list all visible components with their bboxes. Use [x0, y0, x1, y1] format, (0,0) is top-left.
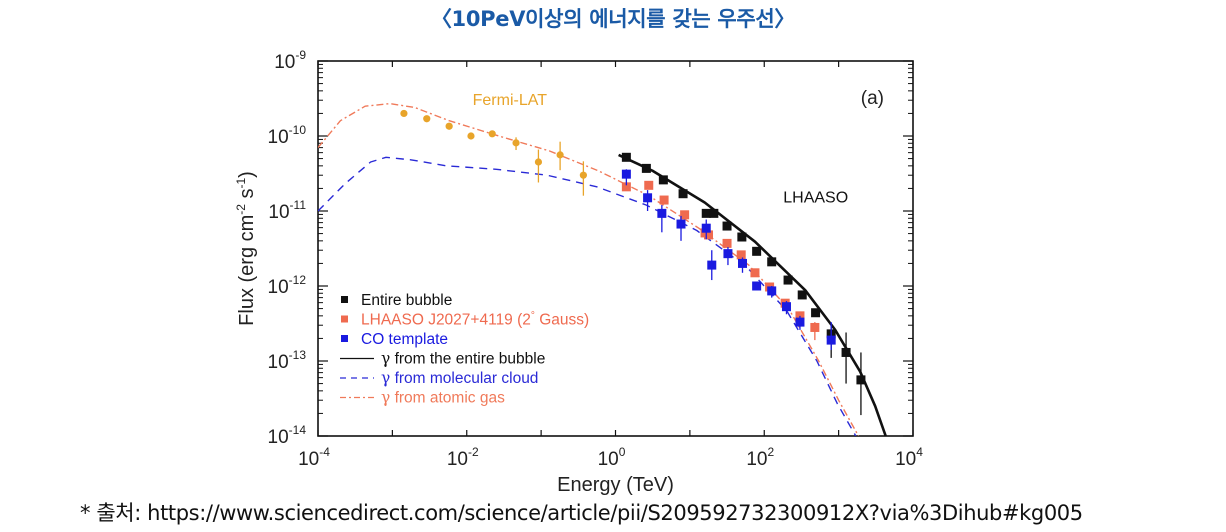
- data-point-square: [722, 221, 732, 231]
- data-point-square: [704, 230, 713, 240]
- x-tick-label: 100: [598, 445, 626, 470]
- legend-label: Entire bubble: [361, 292, 452, 309]
- data-point-square: [641, 163, 651, 173]
- source-citation: * 출처: https://www.sciencedirect.com/scie…: [80, 501, 1083, 525]
- data-point-circle: [579, 171, 587, 179]
- data-point-square: [752, 246, 762, 256]
- data-point-circle: [488, 130, 496, 138]
- x-tick-label: 102: [746, 445, 774, 470]
- data-point-square: [811, 308, 821, 318]
- data-point-square: [707, 260, 717, 270]
- data-point-square: [676, 219, 686, 229]
- data-point-circle: [400, 109, 408, 118]
- y-axis-title: Flux (erg cm-2 s-1): [234, 171, 258, 326]
- curve-dashed: [318, 156, 857, 436]
- data-point-square: [810, 322, 820, 332]
- data-point-square: [781, 302, 791, 312]
- legend-item: LHAASO J2027+4119 (2° Gauss): [341, 311, 589, 329]
- legend-marker: [341, 335, 348, 342]
- data-point-square: [783, 275, 793, 285]
- data-point-square: [621, 169, 631, 179]
- legend-item: CO template: [341, 331, 448, 348]
- x-tick-label: 10-4: [298, 445, 330, 470]
- data-point-square: [841, 347, 851, 357]
- data-point-circle: [512, 139, 520, 147]
- page-title: 〈10PeV이상의 에너지를 갖는 우주선〉: [430, 7, 796, 31]
- data-point-circle: [556, 151, 564, 159]
- data-point-square: [659, 195, 669, 205]
- data-point-square: [752, 281, 762, 291]
- data-point-circle: [467, 132, 475, 140]
- legend-label: LHAASO J2027+4119 (2° Gauss): [361, 311, 589, 329]
- data-point-square: [621, 182, 631, 192]
- legend-label: γ from molecular cloud: [381, 369, 538, 387]
- data-point-square: [709, 208, 719, 218]
- data-point-circle: [445, 122, 453, 130]
- data-point-square: [701, 223, 711, 233]
- data-point-square: [797, 290, 807, 300]
- data-point-square: [767, 286, 777, 296]
- y-tick-label: 10-14: [268, 423, 307, 448]
- curve-solid: [618, 153, 887, 436]
- data-point-square: [750, 268, 760, 278]
- data-point-square: [736, 250, 746, 260]
- data-point-square: [621, 152, 631, 162]
- legend-label: γ from atomic gas: [381, 389, 505, 407]
- legend-marker: [341, 296, 348, 303]
- data-point-circle: [534, 158, 543, 166]
- annotation-lhaaso: LHAASO: [783, 189, 848, 206]
- legend-label: γ from the entire bubble: [381, 350, 545, 368]
- y-tick-label: 10-11: [268, 198, 306, 223]
- data-point-square: [701, 208, 711, 218]
- panel-label: (a): [861, 88, 884, 109]
- y-tick-label: 10-13: [268, 348, 307, 373]
- data-point-square: [643, 193, 653, 203]
- data-point-square: [856, 375, 866, 385]
- annotation-fermi-lat: Fermi-LAT: [473, 92, 548, 109]
- y-tick-label: 10-9: [274, 48, 306, 73]
- legend-label: CO template: [361, 331, 448, 348]
- data-point-square: [680, 210, 690, 220]
- curve-dashdot: [318, 102, 860, 436]
- legend-item: Entire bubble: [341, 292, 452, 309]
- data-point-square: [722, 238, 732, 248]
- data-point-square: [657, 208, 667, 218]
- data-point-square: [644, 180, 654, 190]
- x-tick-label: 104: [895, 445, 923, 470]
- legend-marker: [341, 315, 348, 323]
- data-point-circle: [423, 115, 431, 123]
- data-point-square: [767, 257, 777, 267]
- x-tick-label: 10-2: [447, 445, 479, 470]
- data-point-square: [723, 249, 733, 259]
- legend-item: γ from molecular cloud: [340, 369, 538, 387]
- legend-item: γ from atomic gas: [340, 389, 505, 407]
- data-point-square: [658, 175, 668, 185]
- y-tick-label: 10-12: [268, 273, 307, 298]
- data-point-square: [678, 189, 688, 199]
- y-tick-label: 10-10: [268, 123, 307, 148]
- x-axis-title: Energy (TeV): [557, 474, 674, 496]
- data-point-square: [826, 335, 836, 345]
- data-point-square: [795, 317, 805, 327]
- flux-energy-chart: 10-4 10-2 100 102 104 10-9 10-10 10-11 10-12 10-1…: [234, 48, 923, 496]
- legend-item: γ from the entire bubble: [340, 350, 545, 368]
- data-point-square: [738, 258, 748, 268]
- data-point-square: [737, 232, 747, 242]
